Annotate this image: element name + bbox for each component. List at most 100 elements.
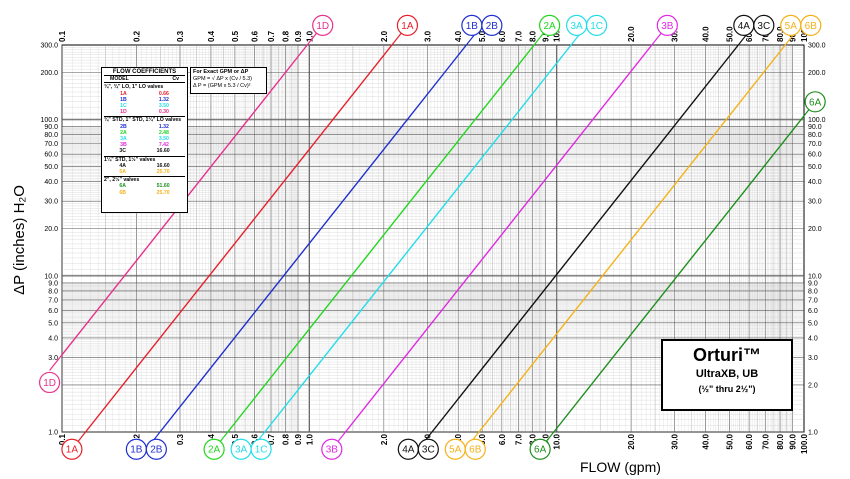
coef-row: 6B 25.70 xyxy=(104,190,185,196)
coef-row: 3B 7.42 xyxy=(104,142,185,148)
y-tick-left: 300.0 xyxy=(40,43,58,50)
coef-group-label: ¾" STD, 1" STD, 1¼" LO valves xyxy=(104,116,185,123)
series-line-1B xyxy=(159,44,467,433)
y-tick-left: 70.0 xyxy=(44,141,58,148)
x-tick-top: 0.6 xyxy=(250,30,259,42)
x-tick-bottom: 0.6 xyxy=(250,433,259,445)
y-tick-right: 20.0 xyxy=(808,226,822,233)
coef-cv: 1.32 xyxy=(158,123,169,130)
coef-cv: 16.60 xyxy=(156,162,170,169)
y-tick-left: 4.0 xyxy=(48,335,58,342)
brand-name: Orturi™ xyxy=(692,345,761,365)
coef-model: 2A xyxy=(120,129,127,136)
x-tick-bottom: 60.0 xyxy=(745,433,754,449)
coef-header: MODEL Cv xyxy=(104,76,185,84)
right-bubble-6A-label: 6A xyxy=(809,97,822,108)
coef-model: 3C xyxy=(119,148,126,155)
x-tick-bottom: 0.8 xyxy=(281,433,290,445)
x-tick-bottom: 70.0 xyxy=(762,433,771,449)
coef-group-label: 2", 2½" valves xyxy=(104,176,185,183)
x-tick-bottom: 10.0 xyxy=(553,433,562,449)
bottom-bubble-6B-circle xyxy=(464,438,486,460)
coef-model: 2B xyxy=(120,123,127,130)
x-tick-bottom: 90.0 xyxy=(789,433,798,449)
x-tick-top: 1.0 xyxy=(305,30,314,42)
y-tick-left: 30.0 xyxy=(44,199,58,206)
x-tick-bottom: 80.0 xyxy=(776,433,785,449)
x-tick-bottom: 7.0 xyxy=(514,433,523,445)
x-tick-bottom: 100.0 xyxy=(800,433,809,454)
coef-cv: 0.66 xyxy=(158,90,169,97)
y-tick-left: 9.0 xyxy=(48,280,58,287)
x-tick-bottom: 8.0 xyxy=(529,433,538,445)
bottom-bubble-6B-label: 6B xyxy=(469,445,482,456)
x-tick-top: 0.4 xyxy=(207,30,216,42)
top-bubble-4A-label: 4A xyxy=(738,21,751,32)
y-tick-right: 3.0 xyxy=(808,355,818,362)
top-bubble-5A-label: 5A xyxy=(785,21,798,32)
coef-row: 1A 0.66 xyxy=(104,91,185,97)
x-tick-bottom: 0.7 xyxy=(267,433,276,445)
bottom-bubble-3A-label: 3A xyxy=(235,445,248,456)
decade-band xyxy=(62,274,804,277)
series-line-1C xyxy=(264,44,572,433)
x-axis-label: FLOW (gpm) xyxy=(580,459,661,475)
coef-cv: 51.60 xyxy=(156,183,170,190)
x-tick-top: 8.0 xyxy=(529,30,538,42)
top-bubble-3C-circle xyxy=(753,14,775,36)
coef-row: 2A 2.48 xyxy=(104,130,185,136)
bottom-bubble-5A-label: 5A xyxy=(449,445,462,456)
coef-row: 5A 25.70 xyxy=(104,169,185,175)
brand-product: UltraXB, UB xyxy=(695,368,759,380)
series-line-3B xyxy=(344,44,653,433)
x-tick-top: 80.0 xyxy=(776,26,785,42)
y-tick-left: 10.0 xyxy=(44,273,58,280)
top-bubble-1A-circle xyxy=(396,14,419,36)
x-tick-bottom: 30.0 xyxy=(671,433,680,449)
y-tick-left: 1.0 xyxy=(48,430,58,437)
coef-row: 3A 3.50 xyxy=(104,136,185,142)
y-tick-right: 10.0 xyxy=(808,273,822,280)
x-tick-top: 0.1 xyxy=(58,30,67,42)
bottom-bubble-1C-label: 1C xyxy=(255,445,268,456)
flow-coefficients-table: FLOW COEFFICIENTS MODEL Cv ¾", ¾" LO, 1"… xyxy=(101,67,188,213)
y-tick-left: 5.0 xyxy=(48,320,58,327)
y-tick-left: 200.0 xyxy=(40,70,58,77)
coef-col-model: MODEL xyxy=(110,76,129,83)
bottom-bubble-1A-circle xyxy=(61,438,83,460)
top-bubble-2B-circle xyxy=(481,14,503,36)
series-line-2A xyxy=(227,44,535,433)
coef-row: 1B 1.32 xyxy=(104,97,185,103)
right-bubble-6A-circle xyxy=(804,91,826,113)
formula-line-1: GPM = √ ΔP x (Cv / 5.3) xyxy=(193,76,253,82)
coef-model: 1C xyxy=(120,103,127,110)
bottom-bubble-2B-circle xyxy=(145,438,167,460)
coef-cv: 3.50 xyxy=(158,136,169,143)
coef-cv: 0.30 xyxy=(158,109,169,116)
y-tick-right: 30.0 xyxy=(808,199,822,206)
x-tick-bottom: 40.0 xyxy=(702,433,711,449)
coef-title: FLOW COEFFICIENTS xyxy=(104,69,185,77)
y-tick-right: 9.0 xyxy=(808,280,818,287)
top-bubble-6B-label: 6B xyxy=(805,21,818,32)
x-tick-top: 10.0 xyxy=(553,26,562,42)
y-tick-left: 40.0 xyxy=(44,179,58,186)
coef-model: 6B xyxy=(119,189,126,196)
x-tick-top: 30.0 xyxy=(671,26,680,42)
top-bubble-6B-circle xyxy=(800,14,822,36)
x-tick-top: 0.9 xyxy=(294,30,303,42)
x-tick-top: 20.0 xyxy=(627,26,636,42)
x-tick-bottom: 50.0 xyxy=(726,433,735,449)
coef-group-label: ¾", ¾" LO, 1" LO valves xyxy=(104,84,164,91)
x-tick-bottom: 0.9 xyxy=(294,433,303,445)
bottom-bubble-2A-label: 2A xyxy=(208,445,221,456)
x-tick-top: 5.0 xyxy=(478,30,487,42)
series-ext-left-1D xyxy=(49,354,63,371)
y-tick-right: 6.0 xyxy=(808,308,818,315)
y-tick-left: 50.0 xyxy=(44,164,58,171)
formula-line-2: Δ P = (GPM x 5.3 / Cv)² xyxy=(193,83,251,89)
bottom-bubble-3C-label: 3C xyxy=(422,445,435,456)
x-tick-top: 0.7 xyxy=(267,30,276,42)
series-line-1A xyxy=(85,44,393,433)
